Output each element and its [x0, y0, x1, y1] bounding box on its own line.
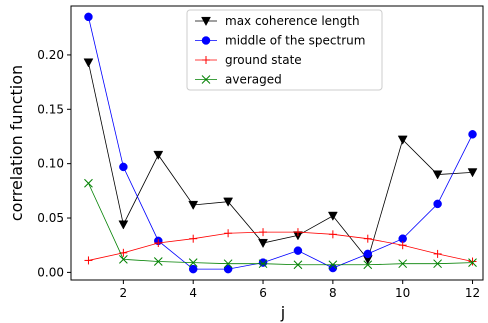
data-point-ground-state [328, 230, 337, 239]
legend-item-max-coherence-length: max coherence length [195, 14, 360, 28]
legend-item-averaged: averaged [195, 73, 282, 87]
legend-marker-averaged [201, 75, 211, 84]
data-point-averaged [468, 258, 477, 267]
series-line-middle-of-the-spectrum [88, 16, 473, 270]
x-axis-label: j [280, 303, 285, 322]
legend-item-middle-of-the-spectrum: middle of the spectrum [195, 34, 365, 48]
data-point-max-coherence-length [223, 197, 234, 207]
legend-marker-ground-state [202, 56, 210, 64]
data-point-max-coherence-length [188, 200, 199, 211]
y-tick-label: 0.10 [37, 157, 64, 171]
x-tick-label: 12 [465, 286, 480, 300]
y-tick-label: 0.20 [37, 48, 64, 62]
data-point-averaged [363, 260, 373, 270]
data-point-max-coherence-length [432, 170, 443, 180]
legend-marker-max-coherence-length [201, 16, 211, 27]
data-point-averaged [223, 259, 233, 269]
data-point-ground-state [433, 249, 442, 258]
data-point-ground-state [468, 257, 477, 266]
series-averaged [84, 178, 477, 270]
data-point-ground-state [293, 228, 302, 237]
x-tick-label: 6 [259, 286, 267, 300]
data-point-max-coherence-length [467, 168, 478, 178]
data-point-averaged [293, 260, 303, 270]
data-point-ground-state [189, 234, 198, 243]
legend-marker-middle-of-the-spectrum [201, 36, 211, 45]
x-tick-label: 4 [189, 286, 197, 300]
data-point-middle-of-the-spectrum [84, 12, 93, 22]
data-point-ground-state [363, 234, 372, 243]
data-point-averaged [433, 259, 442, 269]
data-point-middle-of-the-spectrum [223, 264, 233, 274]
data-point-middle-of-the-spectrum [433, 199, 442, 209]
series-max-coherence-length [83, 58, 478, 265]
series-layer [83, 12, 478, 274]
legend-item-ground-state: ground state [195, 53, 302, 67]
data-point-middle-of-the-spectrum [363, 249, 373, 259]
y-axis-label: correlation function [7, 65, 26, 221]
series-line-ground-state [88, 231, 473, 262]
y-axis-ticks: 0.00 0.05 0.10 0.15 0.20 [37, 48, 71, 279]
x-tick-label: 2 [120, 286, 128, 300]
plot-frame [70, 5, 484, 281]
data-point-max-coherence-length [83, 58, 94, 68]
data-point-averaged [328, 260, 338, 270]
series-line-max-coherence-length [88, 62, 473, 261]
data-point-middle-of-the-spectrum [258, 258, 268, 267]
legend-label: max coherence length [225, 14, 360, 28]
data-point-averaged [258, 259, 268, 269]
data-point-ground-state [84, 256, 93, 265]
data-point-averaged [119, 254, 128, 264]
series-line-averaged [88, 183, 473, 266]
legend: max coherence length middle of the spectr… [186, 9, 383, 91]
data-point-max-coherence-length [258, 238, 268, 249]
data-point-middle-of-the-spectrum [468, 130, 477, 139]
data-point-ground-state [154, 239, 163, 248]
x-tick-label: 10 [395, 286, 410, 300]
data-point-middle-of-the-spectrum [328, 263, 338, 273]
legend-label: averaged [225, 73, 282, 87]
legend-box [186, 9, 383, 91]
data-point-averaged [153, 257, 163, 266]
data-point-averaged [84, 178, 93, 188]
legend-label: ground state [225, 53, 302, 67]
y-tick-label: 0.05 [37, 211, 64, 225]
data-point-max-coherence-length [397, 135, 408, 145]
data-point-ground-state [224, 229, 233, 238]
data-point-averaged [188, 258, 198, 267]
data-point-middle-of-the-spectrum [119, 162, 128, 172]
data-point-ground-state [398, 241, 407, 250]
data-point-middle-of-the-spectrum [293, 246, 303, 255]
data-point-max-coherence-length [118, 220, 129, 230]
series-ground-state [84, 228, 477, 266]
y-tick-label: 0.15 [37, 102, 64, 116]
y-tick-label: 0.00 [37, 265, 64, 279]
series-middle-of-the-spectrum [84, 12, 477, 274]
data-point-middle-of-the-spectrum [188, 264, 198, 274]
x-tick-label: 8 [329, 286, 337, 300]
x-axis-ticks: 2 4 6 8 10 12 [120, 280, 480, 300]
data-point-averaged [398, 259, 408, 269]
data-point-max-coherence-length [153, 150, 164, 160]
data-point-max-coherence-length [327, 211, 338, 221]
legend-label: middle of the spectrum [225, 34, 365, 48]
data-point-ground-state [259, 228, 268, 237]
